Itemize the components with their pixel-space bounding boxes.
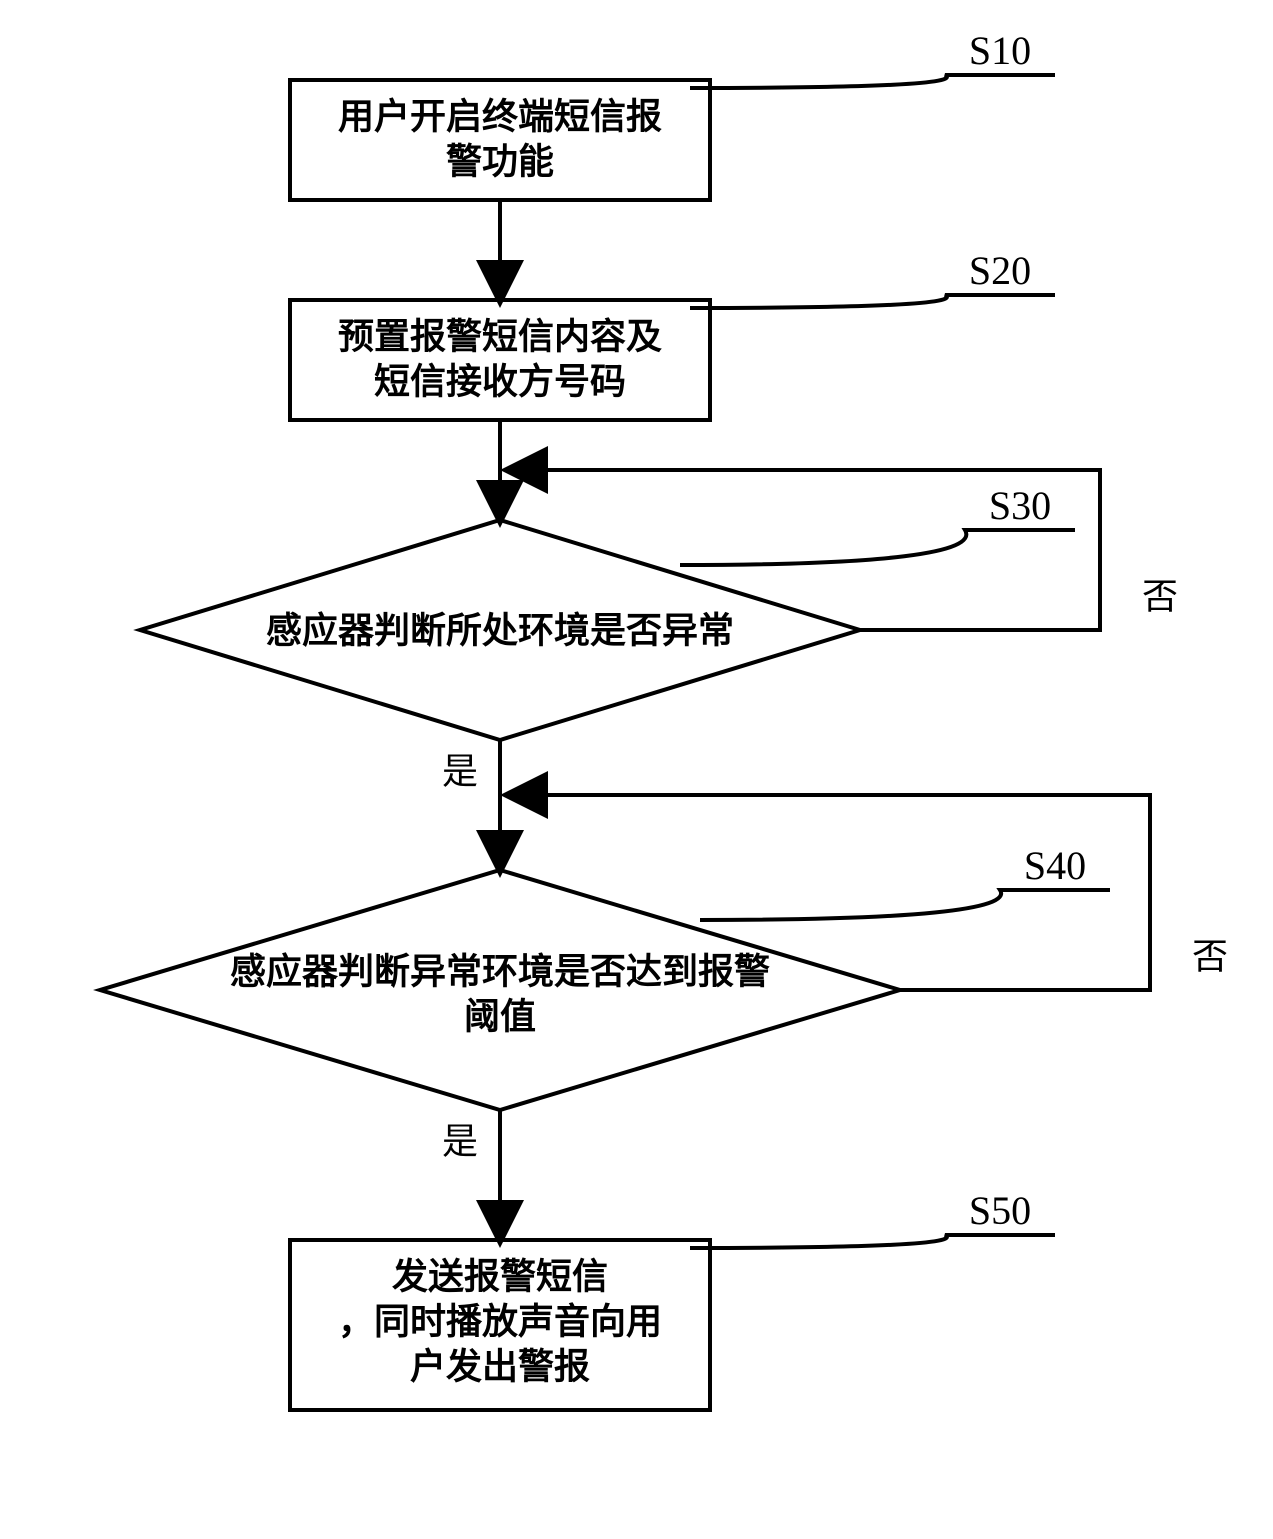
label-s40: S40	[1024, 843, 1086, 888]
step-s50-text-1: 发送报警短信	[392, 1256, 608, 1296]
step-s10-text-2: 警功能	[446, 141, 554, 181]
label-s30: S30	[989, 483, 1051, 528]
label-s20: S20	[969, 248, 1031, 293]
callout-s40	[700, 890, 1110, 920]
callout-s10	[690, 75, 1055, 88]
decision-s40-text-1: 感应器判断异常环境是否达到报警	[230, 951, 770, 991]
label-s40-yes: 是	[442, 1121, 478, 1161]
callout-s50	[690, 1235, 1055, 1248]
label-s30-no: 否	[1142, 576, 1178, 616]
callout-s30	[680, 530, 1075, 565]
callout-s20	[690, 295, 1055, 308]
decision-s40-text-2: 阈值	[464, 996, 536, 1036]
step-s20-text-1: 预置报警短信内容及	[338, 316, 662, 356]
step-s50-text-2: ，同时播放声音向用	[338, 1301, 662, 1341]
step-s50-text-3: 户发出警报	[410, 1346, 590, 1386]
label-s40-no: 否	[1192, 936, 1228, 976]
label-s10: S10	[969, 28, 1031, 73]
label-s30-yes: 是	[442, 751, 478, 791]
label-s50: S50	[969, 1188, 1031, 1233]
step-s20-text-2: 短信接收方号码	[374, 361, 626, 401]
decision-s30-text: 感应器判断所处环境是否异常	[266, 610, 734, 650]
flowchart-diagram: 用户开启终端短信报 警功能 预置报警短信内容及 短信接收方号码 感应器判断所处环…	[0, 0, 1273, 1539]
step-s10-text-1: 用户开启终端短信报	[338, 96, 662, 136]
